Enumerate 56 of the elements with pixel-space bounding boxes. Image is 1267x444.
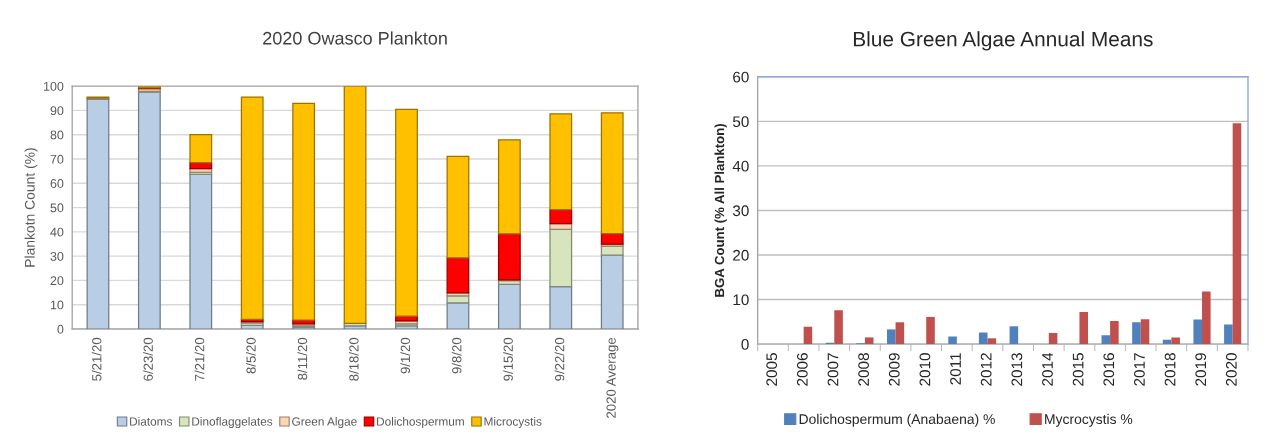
y-tick-label: 0 [741,338,749,350]
x-tick-label: 9/22/20 [554,337,565,381]
x-tick-label: 2008 [858,353,870,386]
legend-label: Microcystis [484,417,542,429]
y-tick-label: 80 [50,130,64,140]
x-tick-label: 5/21/20 [91,337,102,381]
x-tick-label: 9/1/20 [400,337,411,374]
chart-title: 2020 Owasco Plankton [263,31,447,45]
x-tick-label: 2012 [980,353,992,386]
x-tick-label: 2009 [888,353,900,386]
y-tick-label: 50 [732,116,749,128]
x-tick-label: 6/23/20 [143,337,153,381]
y-tick-label: 90 [50,106,64,116]
x-tick-label: 8/5/20 [246,337,256,374]
y-tick-label: 70 [50,154,64,164]
y-tick-label: 30 [50,251,64,261]
x-tick-label: 2007 [827,353,839,386]
x-tick-label: 2018 [1164,353,1176,386]
x-tick-label: 8/11/20 [297,337,308,380]
y-tick-label: 10 [50,300,64,310]
y-axis-title: Plankotn Count (%) [24,148,38,267]
x-tick-label: 2013 [1011,353,1023,386]
x-tick-label: 2016 [1103,353,1115,386]
y-tick-label: 20 [733,249,749,261]
y-tick-label: 0 [57,324,64,334]
x-tick-label: 2020 [1225,353,1237,386]
x-tick-label: 2014 [1042,352,1053,386]
legend-label: Green Algae [292,417,357,429]
x-tick-label: 9/15/20 [503,337,513,381]
y-tick-label: 50 [50,203,64,213]
chart-title: Blue Green Algae Annual Means [853,31,1153,51]
x-tick-label: 2011 [950,353,961,385]
y-tick-label: 40 [50,227,64,237]
y-tick-label: 60 [733,71,749,83]
x-tick-label: 7/21/20 [194,337,205,381]
y-tick-label: 10 [733,294,749,306]
x-tick-label: 2017 [1134,353,1145,386]
y-tick-label: 30 [732,205,749,217]
y-tick-label: 40 [732,160,749,172]
x-tick-label: 2010 [919,353,931,386]
legend-label: Dinoflaggelates [192,417,273,429]
x-tick-label: 9/8/20 [451,337,462,374]
y-tick-label: 60 [50,179,64,188]
y-axis-title: BGA Count (% All Plankton) [714,124,727,297]
legend-label: Mycrocystis % [1045,413,1133,427]
y-tick-label: 20 [50,276,64,286]
y-tick-label: 100 [43,81,64,91]
legend-label: Dolichospermum (Anabaena) % [799,413,995,427]
legend-label: Diatoms [130,417,172,426]
x-tick-label: 8/18/20 [348,337,359,381]
legend-label: Dolichospermum [377,417,464,429]
x-tick-label: 2005 [766,353,778,386]
x-tick-label: 2015 [1072,353,1084,386]
x-tick-label: 2020 Average [606,337,619,418]
x-tick-label: 2006 [796,353,808,386]
x-tick-label: 2019 [1195,353,1207,386]
